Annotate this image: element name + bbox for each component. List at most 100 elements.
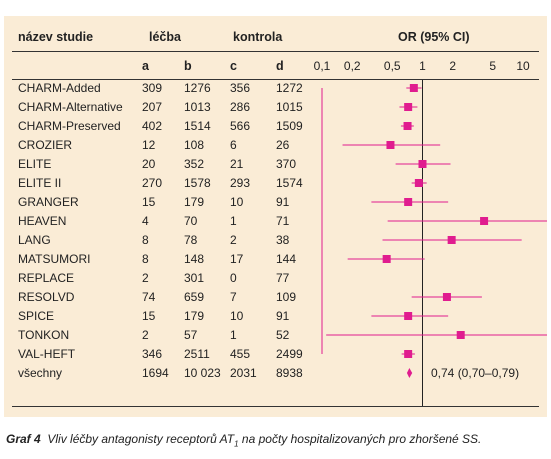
table-row: SPICE 15 179 10 91 xyxy=(4,307,547,326)
point-estimate xyxy=(414,179,423,187)
cell-b: 1276 xyxy=(184,81,211,95)
forest-plot-svg: 0,74 (0,70–0,79) xyxy=(321,80,547,406)
table-row: CHARM-Preserved 402 1514 566 1509 xyxy=(4,117,547,136)
cell-a: 12 xyxy=(142,138,156,152)
cell-b: 1578 xyxy=(184,176,211,190)
cell-d: 8938 xyxy=(276,366,303,380)
cell-b: 659 xyxy=(184,290,205,304)
caption-subscript: 1 xyxy=(234,439,239,449)
study-name: HEAVEN xyxy=(18,214,67,228)
study-name: CROZIER xyxy=(18,138,72,152)
column-a-header: a xyxy=(142,59,149,73)
column-c-header: c xyxy=(230,59,237,73)
point-estimate xyxy=(442,293,451,301)
cell-c: 566 xyxy=(230,119,251,133)
cell-c: 21 xyxy=(230,157,244,171)
study-name: všechny xyxy=(18,366,63,380)
point-estimate xyxy=(404,350,413,358)
study-name: VAL-HEFT xyxy=(18,347,76,361)
cell-d: 26 xyxy=(276,138,290,152)
study-name: ELITE II xyxy=(18,176,62,190)
figure-caption: Graf 4 Vliv léčby antagonisty receptorů … xyxy=(6,432,481,448)
cell-b: 352 xyxy=(184,157,205,171)
point-estimate xyxy=(456,331,465,339)
cell-a: 15 xyxy=(142,309,156,323)
study-name: REPLACE xyxy=(18,271,75,285)
table-row: GRANGER 15 179 10 91 xyxy=(4,193,547,212)
cell-b: 2511 xyxy=(184,347,210,361)
cell-c: 10 xyxy=(230,309,244,323)
cell-a: 74 xyxy=(142,290,156,304)
cell-a: 4 xyxy=(142,214,149,228)
column-header-rule xyxy=(12,79,539,80)
point-estimate xyxy=(404,198,413,206)
caption-prefix: Graf 4 xyxy=(6,432,41,446)
caption-text: Vliv léčby antagonisty receptorů AT xyxy=(47,432,235,446)
cell-c: 2031 xyxy=(230,366,257,380)
point-estimate xyxy=(409,84,418,92)
summary-row: všechny 1694 10 023 2031 8938 xyxy=(4,364,547,383)
odds-ratio-header: OR (95% CI) xyxy=(398,30,470,44)
table-row: MATSUMORI 8 148 17 144 xyxy=(4,250,547,269)
cell-b: 179 xyxy=(184,309,205,323)
caption-text-end: na počty hospitalizovaných pro zhoršené … xyxy=(238,432,482,446)
study-name: MATSUMORI xyxy=(18,252,91,266)
cell-d: 144 xyxy=(276,252,297,266)
table-row: CHARM-Added 309 1276 356 1272 xyxy=(4,79,547,98)
point-estimate xyxy=(382,255,391,263)
point-estimate xyxy=(418,160,427,168)
treatment-header: léčba xyxy=(149,30,181,44)
cell-c: 2 xyxy=(230,233,237,247)
cell-a: 8 xyxy=(142,233,149,247)
cell-d: 109 xyxy=(276,290,297,304)
cell-c: 1 xyxy=(230,214,237,228)
table-row: TONKON 2 57 1 52 xyxy=(4,326,547,345)
x-tick-label: 0,5 xyxy=(383,59,401,73)
cell-a: 309 xyxy=(142,81,163,95)
cell-b: 57 xyxy=(184,328,198,342)
cell-d: 52 xyxy=(276,328,290,342)
table-row: RESOLVD 74 659 7 109 xyxy=(4,288,547,307)
cell-c: 293 xyxy=(230,176,251,190)
point-estimate xyxy=(480,217,489,225)
study-name: ELITE xyxy=(18,157,52,171)
table-row: LANG 8 78 2 38 xyxy=(4,231,547,250)
cell-d: 1574 xyxy=(276,176,303,190)
study-name: CHARM-Alternative xyxy=(18,100,123,114)
table-row: ELITE II 270 1578 293 1574 xyxy=(4,174,547,193)
cell-b: 108 xyxy=(184,138,205,152)
table-row: HEAVEN 4 70 1 71 xyxy=(4,212,547,231)
x-tick-label: 0,2 xyxy=(343,59,361,73)
cell-d: 1272 xyxy=(276,81,303,95)
cell-b: 301 xyxy=(184,271,205,285)
table-row: CHARM-Alternative 207 1013 286 1015 xyxy=(4,98,547,117)
cell-c: 356 xyxy=(230,81,251,95)
control-header: kontrola xyxy=(233,30,283,44)
point-estimate xyxy=(403,122,412,130)
cell-d: 38 xyxy=(276,233,290,247)
cell-a: 2 xyxy=(142,328,149,342)
header-rule xyxy=(12,51,539,52)
study-name: GRANGER xyxy=(18,195,79,209)
summary-estimate-label: 0,74 (0,70–0,79) xyxy=(431,366,519,380)
cell-b: 179 xyxy=(184,195,205,209)
study-name-header: název studie xyxy=(18,30,94,44)
study-name: RESOLVD xyxy=(18,290,75,304)
cell-a: 8 xyxy=(142,252,149,266)
cell-d: 1509 xyxy=(276,119,303,133)
cell-a: 270 xyxy=(142,176,163,190)
cell-d: 2499 xyxy=(276,347,303,361)
point-estimate xyxy=(447,236,456,244)
cell-b: 70 xyxy=(184,214,198,228)
table-row: ELITE 20 352 21 370 xyxy=(4,155,547,174)
cell-d: 91 xyxy=(276,195,290,209)
point-estimate xyxy=(404,312,413,320)
cell-d: 370 xyxy=(276,157,297,171)
point-estimate xyxy=(404,103,413,111)
cell-a: 207 xyxy=(142,100,163,114)
cell-d: 91 xyxy=(276,309,290,323)
study-name: CHARM-Added xyxy=(18,81,101,95)
cell-c: 17 xyxy=(230,252,244,266)
cell-a: 15 xyxy=(142,195,156,209)
cell-a: 346 xyxy=(142,347,163,361)
